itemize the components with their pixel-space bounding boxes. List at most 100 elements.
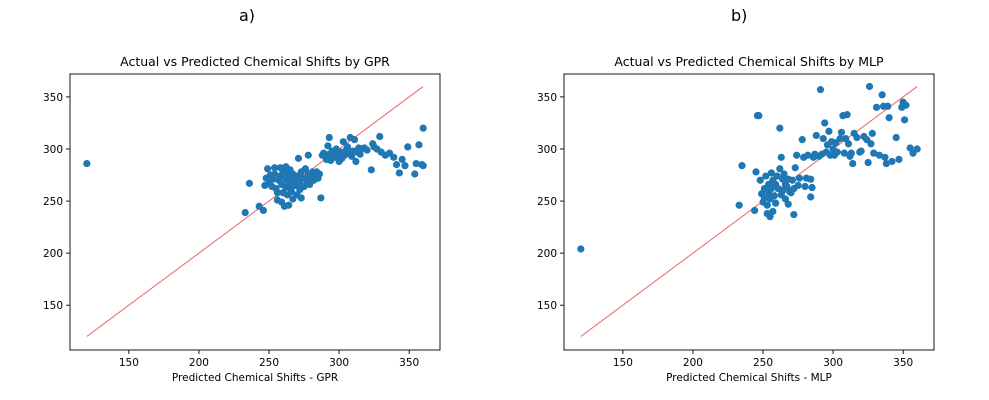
plot-frame <box>563 73 935 351</box>
reference-line <box>86 86 424 337</box>
data-point <box>350 136 359 144</box>
data-point <box>793 151 801 159</box>
data-point <box>763 201 771 209</box>
data-point <box>853 133 861 142</box>
data-point <box>857 147 865 155</box>
gpr-scatter-chart: Actual vs Predicted Chemical Shifts by G… <box>43 54 441 384</box>
data-point <box>804 151 812 159</box>
data-point <box>352 157 360 166</box>
y-tick-label: 150 <box>537 300 557 312</box>
data-point <box>769 207 777 216</box>
data-point <box>902 101 910 109</box>
data-point <box>767 169 776 177</box>
y-tick-label: 300 <box>537 144 557 156</box>
x-tick-label: 150 <box>613 357 633 369</box>
data-point <box>241 208 249 217</box>
data-point <box>363 146 371 154</box>
x-tick-label: 300 <box>823 357 843 369</box>
data-point <box>367 166 375 174</box>
data-point <box>798 136 806 144</box>
data-point <box>390 153 398 161</box>
panel-label-b: b) <box>731 6 748 25</box>
data-point <box>773 172 781 180</box>
data-point <box>865 82 874 91</box>
data-point <box>791 164 799 172</box>
data-point <box>794 181 802 190</box>
data-point <box>287 188 296 196</box>
data-point <box>577 245 585 253</box>
y-tick-label: 250 <box>537 196 557 208</box>
data-point <box>888 157 896 166</box>
data-point <box>801 182 809 191</box>
x-tick-label: 350 <box>893 357 913 369</box>
data-point <box>870 149 878 157</box>
data-point <box>772 199 780 207</box>
data-point <box>324 142 332 150</box>
data-point <box>245 179 253 187</box>
data-point <box>339 138 347 146</box>
data-point <box>259 206 268 215</box>
data-point <box>751 206 759 215</box>
data-point <box>273 189 282 197</box>
data-point <box>849 159 857 168</box>
data-point <box>398 155 406 164</box>
y-tick-label: 200 <box>537 248 557 260</box>
data-point <box>867 140 875 148</box>
data-point <box>415 141 423 149</box>
data-point <box>875 151 883 159</box>
y-tick-label: 150 <box>43 300 63 312</box>
x-axis-label: Predicted Chemical Shifts - GPR <box>172 372 338 384</box>
data-point <box>900 116 909 124</box>
data-point <box>395 169 403 177</box>
data-point <box>770 192 778 200</box>
data-point <box>300 182 308 191</box>
data-point <box>83 159 91 168</box>
y-tick-label: 350 <box>43 92 63 104</box>
data-point <box>884 102 892 110</box>
reference-line <box>580 86 918 337</box>
data-point <box>790 211 798 219</box>
x-tick-label: 250 <box>753 357 773 369</box>
data-point <box>315 170 324 178</box>
data-point <box>317 194 325 202</box>
data-point <box>819 134 827 143</box>
y-tick-label: 200 <box>43 248 63 260</box>
y-tick-label: 350 <box>537 92 557 104</box>
data-point <box>840 149 848 157</box>
data-point <box>411 170 419 178</box>
mlp-scatter-chart: Actual vs Predicted Chemical Shifts by M… <box>537 54 935 384</box>
data-point <box>825 127 833 135</box>
data-point <box>297 194 305 202</box>
data-point <box>821 119 829 127</box>
data-point <box>812 131 820 140</box>
data-point <box>913 145 921 153</box>
data-point <box>833 148 841 156</box>
data-point <box>780 170 788 178</box>
data-point <box>271 170 279 178</box>
data-point <box>376 132 384 141</box>
data-point <box>755 112 763 120</box>
data-point <box>843 111 851 119</box>
data-point <box>836 134 844 143</box>
x-tick-label: 200 <box>683 357 703 369</box>
data-point <box>788 176 797 184</box>
x-tick-label: 350 <box>399 357 419 369</box>
data-point <box>808 183 816 192</box>
data-point <box>325 133 333 142</box>
data-point <box>864 158 872 167</box>
data-point <box>816 86 825 94</box>
data-point <box>404 143 412 151</box>
data-point <box>392 161 401 169</box>
data-point <box>756 176 764 184</box>
data-point <box>807 193 815 201</box>
data-point <box>419 162 427 170</box>
data-point <box>784 200 792 208</box>
data-point <box>738 162 746 170</box>
data-point <box>419 124 427 132</box>
data-point <box>294 154 303 162</box>
x-tick-label: 300 <box>329 357 349 369</box>
chart-title: Actual vs Predicted Chemical Shifts by G… <box>120 54 390 69</box>
data-point <box>881 153 889 161</box>
chart-title: Actual vs Predicted Chemical Shifts by M… <box>614 54 884 69</box>
data-point <box>304 151 312 159</box>
